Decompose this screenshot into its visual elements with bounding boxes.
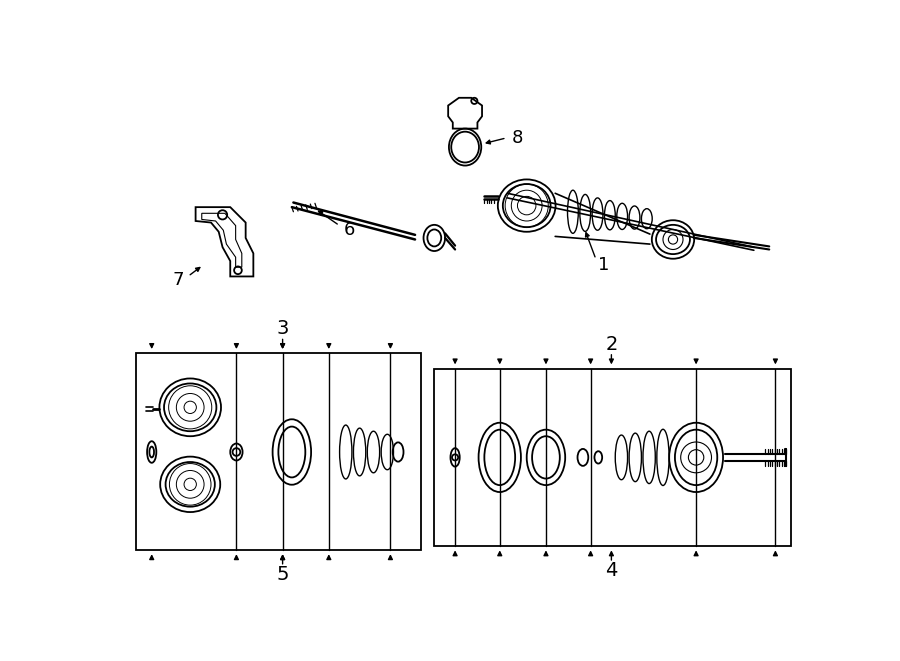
- Text: 1: 1: [598, 256, 609, 274]
- Bar: [136, 354, 421, 550]
- Text: 6: 6: [344, 221, 356, 239]
- Text: 5: 5: [276, 565, 289, 584]
- Text: 4: 4: [605, 561, 617, 580]
- Text: 2: 2: [605, 334, 617, 354]
- Text: 3: 3: [276, 319, 289, 338]
- Text: 7: 7: [173, 271, 184, 290]
- Bar: [435, 369, 791, 546]
- Text: 8: 8: [512, 129, 523, 147]
